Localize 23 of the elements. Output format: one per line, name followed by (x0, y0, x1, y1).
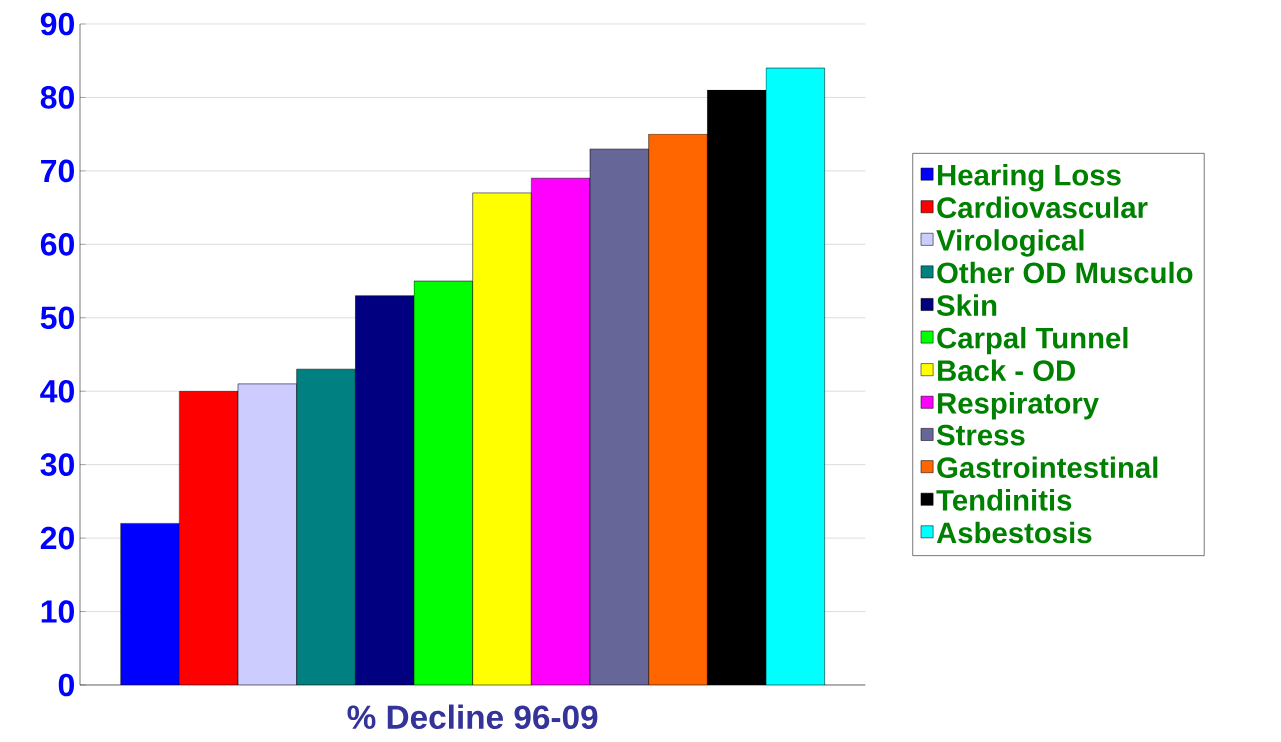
y-tick-label: 90 (40, 12, 74, 36)
legend-label: Back - OD (938, 359, 1075, 382)
y-tick-label: 80 (40, 86, 74, 109)
legend-label: Cardiovascular (937, 196, 1148, 219)
y-tick-label: 70 (41, 159, 74, 183)
y-tick-label: 10 (41, 600, 74, 623)
legend-label: Stress (936, 424, 1025, 446)
legend-label: Other OD Musculo (937, 261, 1193, 284)
legend-label: Tendinitis (936, 489, 1072, 511)
legend-label: Respiratory (938, 392, 1099, 420)
legend-label: Asbestosis (936, 521, 1092, 544)
legend-label: Virological (936, 229, 1084, 257)
x-axis-title: % Decline 96-09 (347, 704, 598, 730)
legend-label: Gastrointestinal (937, 456, 1158, 479)
y-tick-label: 40 (40, 379, 74, 403)
legend-label: Hearing Loss (938, 164, 1121, 192)
y-tick-label: 20 (40, 526, 74, 550)
legend-label: Skin (936, 294, 997, 316)
y-tick-label: 60 (40, 233, 74, 256)
y-tick-label: 0 (58, 673, 74, 697)
y-tick-label: 50 (40, 306, 74, 330)
y-tick-label: 30 (40, 453, 74, 476)
legend-label: Carpal Tunnel (937, 326, 1128, 355)
